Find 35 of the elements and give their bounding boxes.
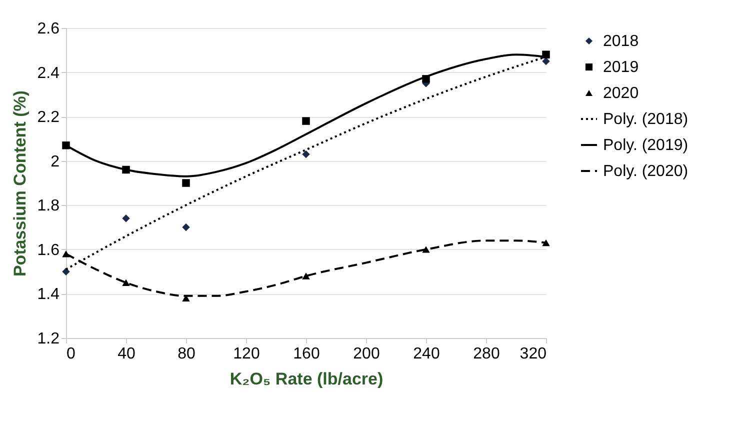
point xyxy=(182,179,190,187)
point xyxy=(182,223,190,232)
point xyxy=(542,50,550,58)
x-tick-label: 240 xyxy=(413,346,440,362)
legend-label: Poly. (2020) xyxy=(603,163,688,180)
legend-label: Poly. (2019) xyxy=(603,137,688,154)
x-tick-label: 40 xyxy=(118,346,136,362)
point xyxy=(542,57,550,66)
x-tick-label: 120 xyxy=(233,346,260,362)
point xyxy=(302,272,310,280)
y-tick-label: 1.6 xyxy=(37,242,60,259)
y-tick-label: 2.4 xyxy=(37,64,60,82)
y-tick-label: 2.2 xyxy=(37,109,60,126)
x-tick-label: 160 xyxy=(293,346,320,362)
x-tick-label: 80 xyxy=(178,346,196,362)
point xyxy=(302,150,310,158)
point xyxy=(422,246,430,253)
y-axis-title: Potassium Content (%) xyxy=(10,90,30,277)
x-tick-label: 280 xyxy=(473,346,500,362)
legend-label: 2019 xyxy=(603,59,639,76)
x-axis-title: K₂O₅ Rate (lb/acre) xyxy=(230,370,384,388)
point xyxy=(302,117,310,125)
y-tick-label: 1.4 xyxy=(37,286,60,304)
y-tick-label: 1.8 xyxy=(37,198,60,215)
legend-label: 2020 xyxy=(603,85,639,102)
x-tick-label: 0 xyxy=(66,346,76,362)
legend-label: Poly. (2018) xyxy=(603,111,688,128)
point xyxy=(122,214,130,222)
x-tick-label: 200 xyxy=(353,346,380,362)
x-tick-label: 320 xyxy=(520,346,547,362)
legend-label: 2018 xyxy=(603,33,639,50)
y-tick-label: 1.2 xyxy=(37,330,60,348)
y-tick-label: 2 xyxy=(50,153,60,170)
y-tick-label: 2.6 xyxy=(37,20,60,38)
point xyxy=(122,279,130,286)
